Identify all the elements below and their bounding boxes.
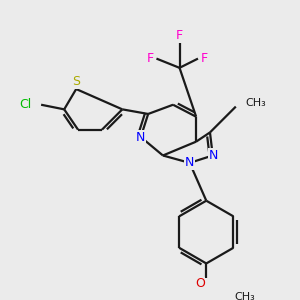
Text: CH₃: CH₃ [245, 98, 266, 108]
Text: O: O [195, 277, 205, 290]
Text: CH₃: CH₃ [234, 292, 255, 300]
Text: S: S [72, 75, 80, 88]
Text: N: N [209, 149, 218, 162]
Text: F: F [146, 52, 154, 65]
Text: N: N [185, 156, 194, 170]
Text: F: F [201, 52, 208, 65]
Text: N: N [136, 130, 146, 143]
Text: F: F [176, 29, 183, 42]
Text: Cl: Cl [20, 98, 32, 111]
